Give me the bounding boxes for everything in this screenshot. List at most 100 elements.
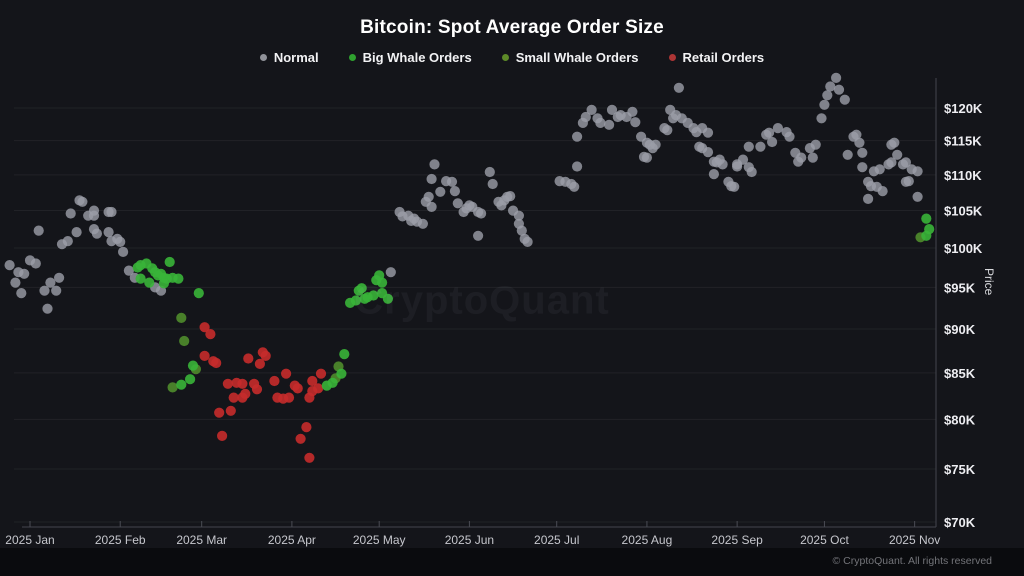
- data-point-normal[interactable]: [825, 81, 836, 92]
- data-point-normal[interactable]: [88, 205, 100, 216]
- data-point-normal[interactable]: [863, 193, 874, 204]
- data-point-normal[interactable]: [816, 113, 827, 124]
- data-point-normal[interactable]: [839, 94, 850, 105]
- data-point-normal[interactable]: [429, 159, 440, 170]
- data-point-normal[interactable]: [426, 173, 437, 185]
- data-point-retail[interactable]: [228, 392, 239, 403]
- data-point-normal[interactable]: [19, 268, 30, 279]
- data-point-big_whale[interactable]: [921, 230, 932, 241]
- data-point-retail[interactable]: [269, 375, 280, 387]
- legend-item-retail[interactable]: Retail Orders: [668, 50, 764, 65]
- data-point-normal[interactable]: [572, 131, 583, 142]
- data-point-normal[interactable]: [810, 139, 821, 150]
- data-point-normal[interactable]: [831, 72, 842, 83]
- data-point-normal[interactable]: [417, 218, 428, 229]
- data-point-big_whale[interactable]: [135, 273, 146, 284]
- data-point-retail[interactable]: [307, 375, 318, 387]
- data-point-normal[interactable]: [857, 162, 868, 173]
- data-point-retail[interactable]: [199, 322, 210, 333]
- data-point-normal[interactable]: [595, 117, 606, 128]
- data-point-retail[interactable]: [292, 383, 303, 394]
- data-point-normal[interactable]: [522, 236, 533, 247]
- data-point-normal[interactable]: [732, 161, 743, 172]
- data-point-normal[interactable]: [516, 225, 527, 236]
- data-point-normal[interactable]: [854, 137, 865, 148]
- data-point-normal[interactable]: [473, 230, 484, 241]
- data-point-normal[interactable]: [476, 208, 487, 219]
- data-point-normal[interactable]: [796, 152, 807, 163]
- data-point-normal[interactable]: [51, 285, 62, 296]
- data-point-normal[interactable]: [452, 198, 463, 209]
- data-point-retail[interactable]: [214, 407, 225, 418]
- data-point-normal[interactable]: [103, 227, 114, 238]
- data-point-normal[interactable]: [833, 84, 845, 95]
- data-point-normal[interactable]: [39, 285, 50, 296]
- data-point-normal[interactable]: [767, 136, 778, 148]
- data-point-big_whale[interactable]: [193, 288, 204, 299]
- legend-item-normal[interactable]: Normal: [259, 50, 319, 65]
- data-point-normal[interactable]: [755, 141, 766, 152]
- data-point-normal[interactable]: [822, 90, 833, 101]
- data-point-big_whale[interactable]: [176, 379, 187, 390]
- data-point-normal[interactable]: [71, 227, 82, 238]
- data-point-normal[interactable]: [903, 176, 914, 187]
- data-point-retail[interactable]: [211, 357, 222, 369]
- data-point-normal[interactable]: [729, 181, 740, 192]
- data-point-normal[interactable]: [62, 236, 73, 247]
- data-point-normal[interactable]: [385, 267, 396, 278]
- data-point-big_whale[interactable]: [368, 290, 379, 301]
- data-point-normal[interactable]: [91, 228, 102, 239]
- data-point-retail[interactable]: [301, 422, 312, 433]
- data-point-normal[interactable]: [513, 210, 525, 221]
- data-point-normal[interactable]: [842, 149, 853, 160]
- data-point-normal[interactable]: [426, 201, 437, 212]
- data-point-normal[interactable]: [572, 161, 583, 172]
- data-point-retail[interactable]: [225, 405, 236, 416]
- data-point-normal[interactable]: [487, 178, 498, 190]
- data-point-normal[interactable]: [586, 104, 597, 115]
- data-point-normal[interactable]: [484, 166, 495, 178]
- data-point-normal[interactable]: [435, 186, 446, 197]
- data-point-normal[interactable]: [630, 117, 641, 128]
- data-point-retail[interactable]: [205, 329, 216, 340]
- data-point-big_whale[interactable]: [377, 277, 388, 288]
- data-point-normal[interactable]: [423, 191, 434, 202]
- data-point-big_whale[interactable]: [339, 349, 350, 360]
- data-point-normal[interactable]: [16, 288, 27, 299]
- data-point-normal[interactable]: [708, 169, 720, 180]
- data-point-normal[interactable]: [851, 129, 862, 140]
- data-point-normal[interactable]: [886, 157, 897, 168]
- data-point-normal[interactable]: [115, 236, 126, 247]
- data-point-retail[interactable]: [237, 378, 248, 389]
- data-point-retail[interactable]: [222, 378, 233, 389]
- legend-item-small_whale[interactable]: Small Whale Orders: [501, 50, 639, 65]
- data-point-normal[interactable]: [106, 206, 117, 218]
- data-point-normal[interactable]: [874, 164, 885, 175]
- data-point-normal[interactable]: [889, 137, 900, 148]
- data-point-retail[interactable]: [281, 368, 292, 379]
- data-point-normal[interactable]: [819, 99, 830, 110]
- data-point-normal[interactable]: [912, 166, 923, 177]
- data-point-normal[interactable]: [737, 154, 749, 165]
- data-point-normal[interactable]: [10, 277, 21, 288]
- data-point-normal[interactable]: [505, 191, 516, 202]
- data-point-normal[interactable]: [650, 139, 661, 150]
- data-point-normal[interactable]: [42, 303, 53, 314]
- data-point-normal[interactable]: [123, 265, 134, 276]
- data-point-normal[interactable]: [30, 258, 41, 269]
- data-point-normal[interactable]: [662, 125, 673, 136]
- data-point-normal[interactable]: [772, 123, 784, 134]
- data-point-normal[interactable]: [446, 176, 458, 187]
- data-point-normal[interactable]: [641, 152, 653, 163]
- data-point-normal[interactable]: [702, 147, 714, 158]
- data-point-big_whale[interactable]: [350, 295, 361, 306]
- data-point-big_whale[interactable]: [187, 360, 199, 371]
- data-point-retail[interactable]: [260, 350, 271, 361]
- data-point-normal[interactable]: [702, 127, 714, 138]
- data-point-retail[interactable]: [283, 392, 295, 403]
- data-point-retail[interactable]: [295, 433, 306, 444]
- data-point-normal[interactable]: [673, 82, 685, 93]
- data-point-normal[interactable]: [580, 111, 591, 123]
- data-point-big_whale[interactable]: [336, 368, 347, 379]
- data-point-normal[interactable]: [77, 196, 88, 207]
